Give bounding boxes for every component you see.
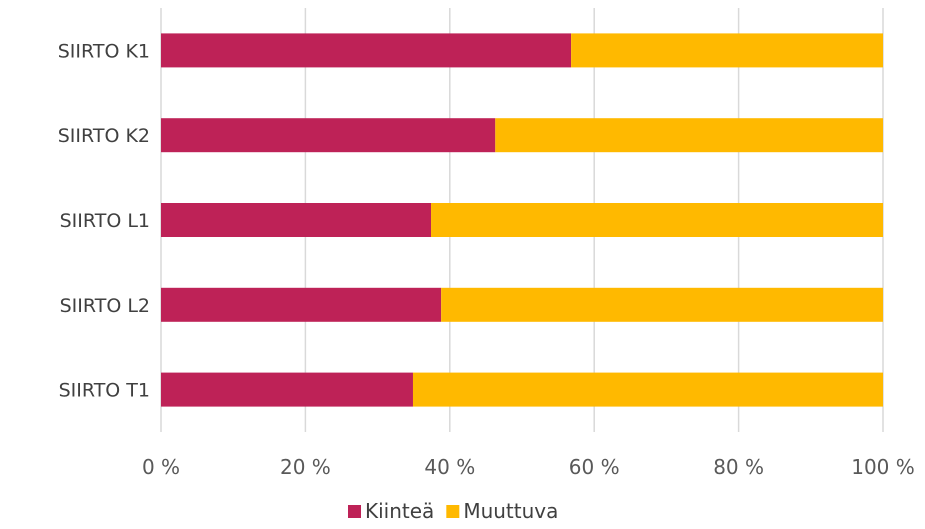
legend-label: Kiinteä — [365, 499, 434, 523]
legend-label: Muuttuva — [463, 499, 558, 523]
x-tick-label: 60 % — [569, 455, 620, 479]
category-label: SIIRTO K1 — [58, 40, 150, 62]
x-tick-label: 100 % — [851, 455, 915, 479]
bar-segment — [495, 118, 883, 153]
bar-segment — [441, 287, 883, 322]
legend-swatch — [348, 505, 361, 518]
x-tick-label: 20 % — [280, 455, 331, 479]
x-tick-labels: 0 % 20 % 40 % 60 % 80 % 100 % — [142, 455, 915, 479]
bars — [161, 33, 883, 407]
bar-segment — [431, 203, 883, 237]
x-tick-label: 80 % — [713, 455, 764, 479]
category-label: SIIRTO T1 — [59, 380, 150, 402]
bar-segment — [412, 372, 883, 407]
bar-segment — [161, 287, 442, 322]
bar-segment — [161, 203, 432, 237]
category-label: SIIRTO K2 — [58, 125, 150, 147]
bar-segment — [161, 372, 413, 407]
legend: Kiinteä Muuttuva — [348, 499, 558, 523]
x-tick-label: 0 % — [142, 455, 180, 479]
x-tick-label: 40 % — [424, 455, 475, 479]
legend-swatch — [446, 505, 460, 518]
bar-segment — [161, 33, 572, 68]
category-labels: SIIRTO K1 SIIRTO K2 SIIRTO L1 SIIRTO L2 SIIR… — [58, 40, 150, 401]
category-label: SIIRTO L2 — [60, 295, 150, 317]
bar-segment — [571, 33, 883, 68]
category-label: SIIRTO L1 — [60, 210, 150, 232]
bar-segment — [161, 118, 496, 153]
